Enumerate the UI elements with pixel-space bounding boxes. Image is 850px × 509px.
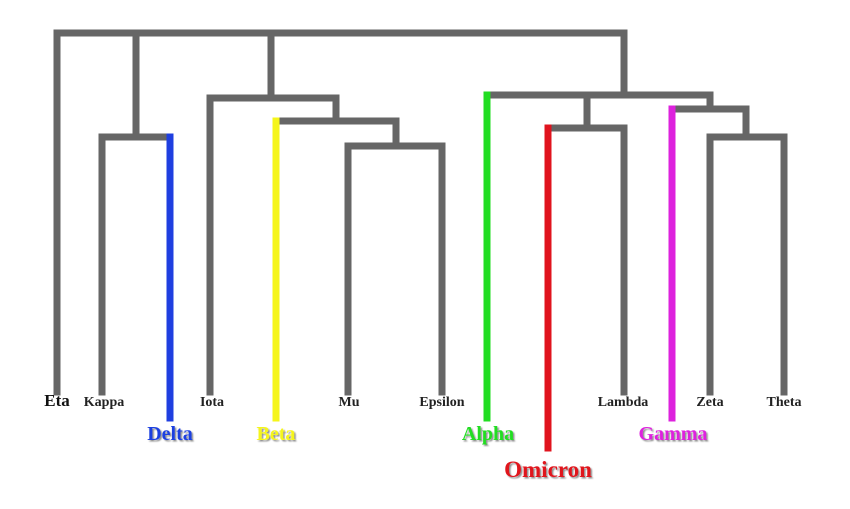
branch-omicron-lambda [583,91,628,396]
tree-branches [53,29,788,396]
label-zeta: Zeta [696,395,723,410]
label-eta: Eta [44,391,70,410]
branch-alpha-clade [483,91,714,113]
label-omicron: Omicron [504,457,592,482]
branch-iota [206,94,340,396]
label-epsilon: Epsilon [419,395,464,410]
label-delta: Delta [147,423,193,445]
branch-mu [344,142,446,396]
label-kappa: Kappa [84,395,124,410]
label-theta: Theta [767,395,802,410]
branch-gamma-clade [668,105,750,141]
branch-kappa [98,133,174,396]
label-mu: Mu [339,395,360,410]
branch-zeta-theta [706,133,788,396]
label-lambda: Lambda [598,395,649,410]
label-gamma: Gamma [639,423,708,445]
label-alpha: Alpha [462,423,514,445]
label-iota: Iota [200,395,224,410]
highlighted-branches [166,91,676,452]
branch-beta-clade [272,117,400,150]
root-branch [53,29,628,396]
leaf-labels: Eta Kappa Delta Iota Beta Mu Epsilon Alp… [44,391,801,482]
label-beta: Beta [257,423,296,445]
